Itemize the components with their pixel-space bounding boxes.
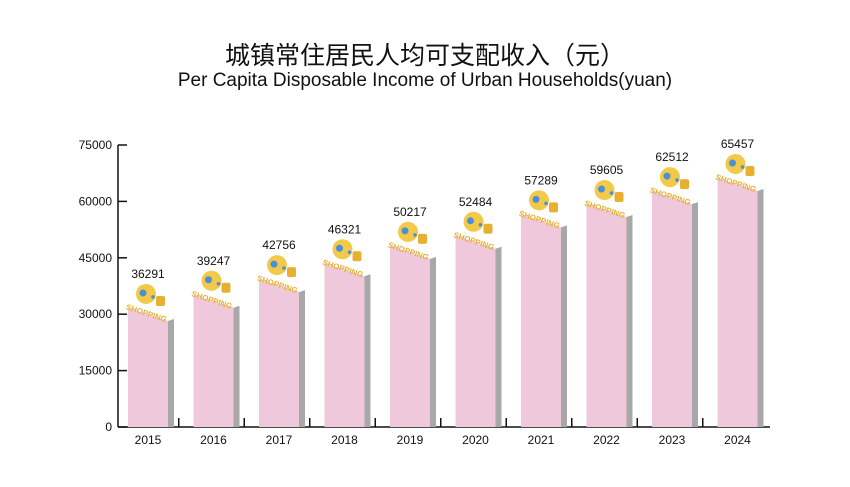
shopping-icon-dot [401, 227, 409, 235]
y-tick-label: 75000 [79, 138, 113, 152]
value-label: 42756 [262, 238, 296, 252]
coin-stack-icon [221, 282, 231, 293]
shopping-icon-dot [544, 201, 548, 206]
shopping-icon-dot [675, 178, 679, 182]
shopping-icon-dot [478, 222, 483, 227]
bar [193, 294, 234, 427]
x-tick-label: 2021 [528, 433, 555, 447]
shopping-icon-dot [205, 276, 212, 284]
coin-stack-icon [287, 267, 296, 278]
bar [259, 279, 299, 427]
shopping-icon-dot [151, 295, 155, 299]
y-tick-label: 60000 [79, 194, 113, 208]
chart-title: 城镇常住居民人均可支配收入（元） [224, 42, 625, 70]
value-label: 39247 [197, 254, 231, 268]
y-tick-label: 30000 [79, 307, 113, 321]
bar-side [757, 188, 764, 427]
y-tick-label: 0 [105, 420, 112, 434]
chart-subtitle: Per Capita Disposable Income of Urban Ho… [177, 70, 673, 91]
shopping-icon-dot [532, 195, 540, 203]
x-tick-label: 2022 [593, 433, 620, 447]
x-tick-label: 2024 [724, 433, 751, 447]
value-label: 59605 [590, 163, 624, 177]
bar [652, 191, 692, 427]
bar [717, 177, 758, 427]
shopping-icon-dot [598, 185, 605, 193]
x-tick-label: 2019 [397, 433, 424, 447]
bar-side [299, 290, 305, 427]
value-label: 50217 [393, 205, 427, 219]
bar [324, 263, 365, 427]
x-tick-label: 2018 [331, 433, 358, 447]
shopping-icon-dot [609, 191, 614, 195]
x-tick-label: 2016 [200, 433, 227, 447]
bar-side [561, 225, 567, 427]
value-label: 46321 [328, 222, 362, 236]
value-label: 65457 [721, 137, 755, 151]
y-tick-label: 45000 [79, 251, 113, 265]
coin-stack-icon [614, 192, 624, 203]
coin-stack-icon [352, 251, 362, 262]
shopping-icon-dot [347, 250, 352, 255]
coin-stack-icon [156, 295, 165, 306]
bar-side [168, 318, 174, 427]
bar-side [233, 305, 240, 427]
value-label: 62512 [655, 150, 689, 164]
bar [390, 245, 430, 427]
x-tick-label: 2015 [135, 433, 162, 447]
shopping-icon-dot [270, 260, 278, 268]
y-tick-label: 15000 [79, 364, 113, 378]
shopping-icon-dot [216, 281, 221, 286]
shopping-icon-dot [336, 244, 343, 252]
shopping-icon-dot [729, 159, 736, 167]
shopping-icon-dot [139, 289, 147, 297]
coin-stack-icon [483, 223, 493, 234]
bar [586, 204, 627, 427]
bar-side [364, 274, 371, 427]
bar [128, 307, 168, 427]
coin-stack-icon [418, 233, 427, 244]
x-tick-label: 2023 [659, 433, 686, 447]
shopping-icon-dot [467, 217, 474, 225]
bar-side [430, 256, 436, 427]
bar-side [692, 202, 698, 427]
x-tick-label: 2017 [266, 433, 293, 447]
shopping-icon-dot [663, 172, 671, 180]
bar [455, 235, 496, 427]
shopping-icon-dot [413, 233, 417, 237]
coin-stack-icon [680, 179, 689, 190]
x-tick-label: 2020 [462, 433, 489, 447]
bar-side [495, 246, 502, 427]
value-label: 36291 [131, 267, 165, 281]
bar [521, 214, 561, 427]
shopping-icon-dot [740, 165, 745, 169]
coin-stack-icon [549, 202, 558, 213]
bar-side [626, 215, 633, 427]
shopping-icon-dot [282, 266, 286, 270]
value-label: 52484 [459, 195, 493, 209]
value-label: 57289 [524, 173, 558, 187]
coin-stack-icon [745, 165, 755, 176]
